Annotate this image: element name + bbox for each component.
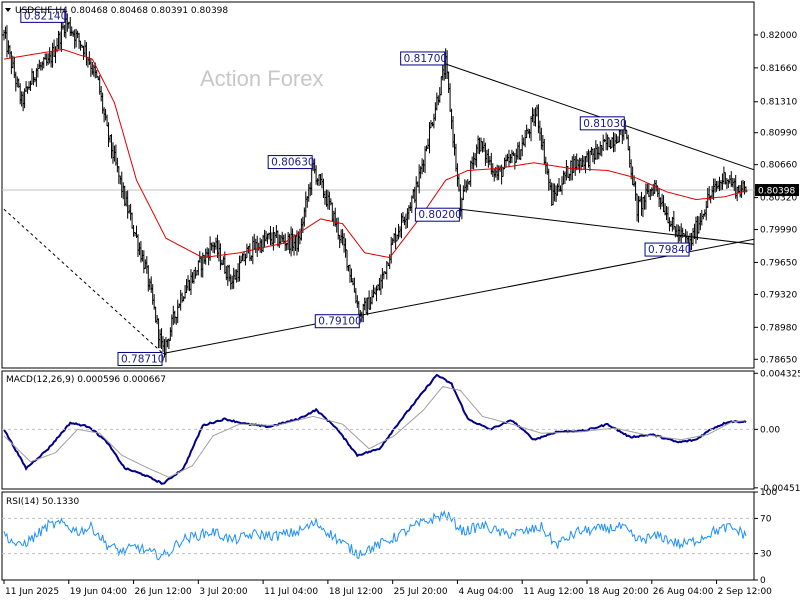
x-tick-label: 3 Jul 20:00: [199, 587, 248, 597]
macd-frame: [1, 370, 755, 490]
x-tick-label: 2 Sep 12:00: [718, 587, 773, 597]
symbol-header: USDCHF,H4 0.80468 0.80468 0.80391 0.8039…: [5, 6, 228, 16]
ohlc-bar: [601, 134, 605, 152]
price-tick-label: 0.80320: [760, 194, 797, 204]
price-tick-label: 0.80660: [760, 161, 797, 171]
annotation-box: [20, 8, 66, 23]
x-tick-label: 18 Jul 12:00: [329, 587, 383, 597]
rsi-frame: [1, 491, 755, 581]
trendlines: [3, 63, 754, 354]
price-tick-label: 0.78980: [760, 323, 797, 333]
annotation-text: 0.81030: [583, 118, 626, 130]
rsi-title: RSI(14) 50.1330: [6, 497, 79, 507]
ohlc-bar: [744, 186, 748, 193]
annotation-text: 0.80630: [271, 157, 314, 169]
panel-frames: [1, 1, 755, 581]
x-axis: 11 Jun 2025 19 Jun 04:00 26 Jun 12:00 3 Jul…: [3, 580, 773, 597]
price-tick-label: 0.81660: [760, 64, 797, 74]
rsi-tick-label: 30: [760, 550, 772, 560]
annotation-box: [400, 51, 446, 66]
current-price-label: 0.80398: [758, 187, 795, 197]
annotation-box: [414, 207, 460, 222]
macd-panel: 0.004325 0.00 -0.004511 MACD(12,26,9) 0.00…: [2, 369, 800, 494]
collapse-triangle-icon[interactable]: [5, 8, 11, 12]
annotation-text: 0.81700: [404, 53, 447, 65]
x-tick-label: 11 Jul 04:00: [264, 587, 318, 597]
rsi-tick-label: 100: [760, 488, 777, 498]
annotation-box: [267, 155, 313, 170]
x-tick-label: 19 Jun 04:00: [70, 587, 127, 597]
price-annotation: 0.80200: [414, 207, 462, 222]
price-annotation: 0.80630: [267, 155, 315, 170]
macd-tick-label: 0.004325: [760, 369, 800, 379]
macd-signal-line: [3, 386, 747, 478]
price-annotation: 0.82140: [20, 8, 67, 23]
price-tick-label: 0.78650: [760, 355, 797, 365]
trendline: [460, 208, 754, 245]
price-annotation: 0.79840: [644, 242, 691, 257]
price-tick-label: 0.79990: [760, 226, 797, 236]
annotation-box: [117, 351, 163, 366]
ohlc-bar: [107, 122, 111, 148]
price-annotation: 0.81030: [579, 116, 627, 131]
watermark: Action Forex: [200, 66, 324, 91]
macd-main-line: [3, 373, 747, 485]
rsi-panel: 100 70 30 0 RSI(14) 50.1330: [2, 488, 777, 586]
x-tick-label: 18 Aug 20:00: [588, 587, 649, 597]
macd-y-axis: 0.004325 0.00 -0.004511: [2, 369, 800, 494]
price-y-axis: 0.82000 0.81660 0.81310 0.80990 0.80660 0.803…: [754, 31, 799, 365]
current-price-tag: [755, 184, 799, 197]
rsi-tick-label: 70: [760, 514, 772, 524]
price-tick-label: 0.80990: [760, 129, 797, 139]
price-tick-label: 0.82000: [760, 31, 797, 41]
price-tick-label: 0.79650: [760, 258, 797, 268]
annotation-box: [314, 314, 360, 329]
annotation-text: 0.82140: [24, 10, 67, 22]
annotation-box: [579, 116, 625, 131]
moving-average-line: [3, 48, 747, 259]
moving-average: [3, 48, 747, 259]
price-annotation: 0.78710: [117, 351, 164, 366]
macd-tick-label: -0.004511: [760, 484, 800, 494]
x-tick-label: 11 Aug 12:00: [523, 587, 584, 597]
price-labels: 0.82140 0.80630 0.81700 0.81030 0.80200 0.798…: [20, 8, 691, 366]
annotation-text: 0.78710: [121, 353, 164, 365]
x-tick-label: 26 Jun 12:00: [135, 587, 192, 597]
price-tick-label: 0.81310: [760, 98, 797, 108]
annotation-text: 0.79100: [318, 316, 361, 328]
price-annotation: 0.79100: [314, 314, 362, 329]
price-frame: [1, 1, 755, 369]
annotation-box: [644, 242, 690, 257]
rsi-tick-label: 0: [760, 576, 766, 586]
price-panel: Action Forex 0.82140 0.80630 0.81700 0.8103…: [2, 8, 799, 366]
price-bars: [2, 13, 748, 363]
x-tick-label: 25 Jul 20:00: [394, 587, 448, 597]
price-tick-label: 0.79320: [760, 290, 797, 300]
x-tick-label: 4 Aug 04:00: [458, 587, 513, 597]
macd-title: MACD(12,26,9) 0.000596 0.000667: [6, 375, 166, 385]
rsi-y-axis: 100 70 30 0: [2, 488, 777, 586]
x-tick-label: 11 Jun 2025: [5, 587, 59, 597]
rsi-lines: [3, 509, 747, 561]
annotation-text: 0.80200: [418, 209, 461, 221]
rsi-line: [3, 509, 747, 561]
trendline: [3, 208, 164, 354]
annotation-text: 0.79840: [648, 244, 691, 256]
macd-tick-label: 0.00: [760, 425, 780, 435]
price-annotation: 0.81700: [400, 51, 447, 66]
symbol-line: USDCHF,H4 0.80468 0.80468 0.80391 0.8039…: [15, 6, 228, 16]
x-tick-label: 26 Aug 04:00: [653, 587, 714, 597]
